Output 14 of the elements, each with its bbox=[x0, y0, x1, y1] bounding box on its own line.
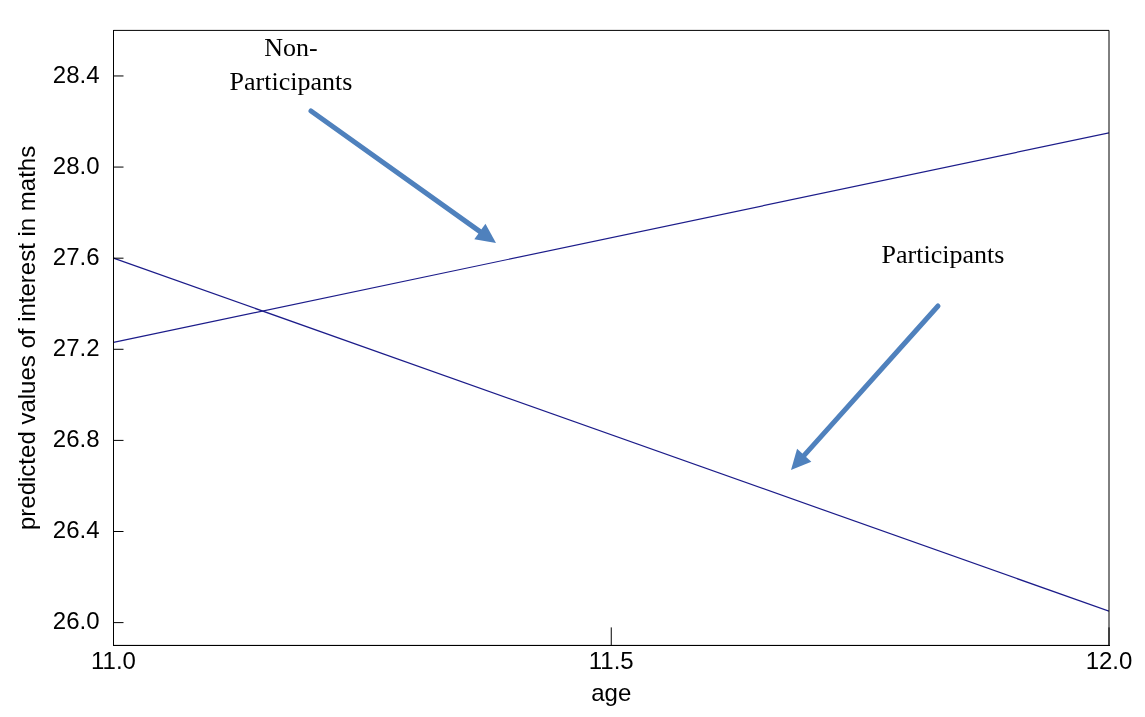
y-tick-label: 28.0 bbox=[52, 151, 100, 179]
x-tick-label: 11.0 bbox=[91, 647, 136, 675]
x-axis-title: age bbox=[591, 679, 632, 707]
y-tick-label: 26.8 bbox=[52, 425, 100, 453]
x-tick-label: 12.0 bbox=[1085, 647, 1133, 675]
y-tick-label: 27.6 bbox=[52, 242, 100, 270]
y-tick-label: 26.4 bbox=[52, 516, 100, 544]
y-tick-label: 26.0 bbox=[52, 607, 100, 635]
x-tick-label: 11.5 bbox=[588, 647, 634, 675]
y-tick-label: 28.4 bbox=[52, 60, 100, 88]
annotation: Participants bbox=[880, 239, 1006, 271]
y-tick-label: 27.2 bbox=[52, 333, 100, 361]
annotation: Non- Participants bbox=[228, 32, 354, 98]
y-axis-title: predicted values of interest in maths bbox=[13, 145, 41, 530]
